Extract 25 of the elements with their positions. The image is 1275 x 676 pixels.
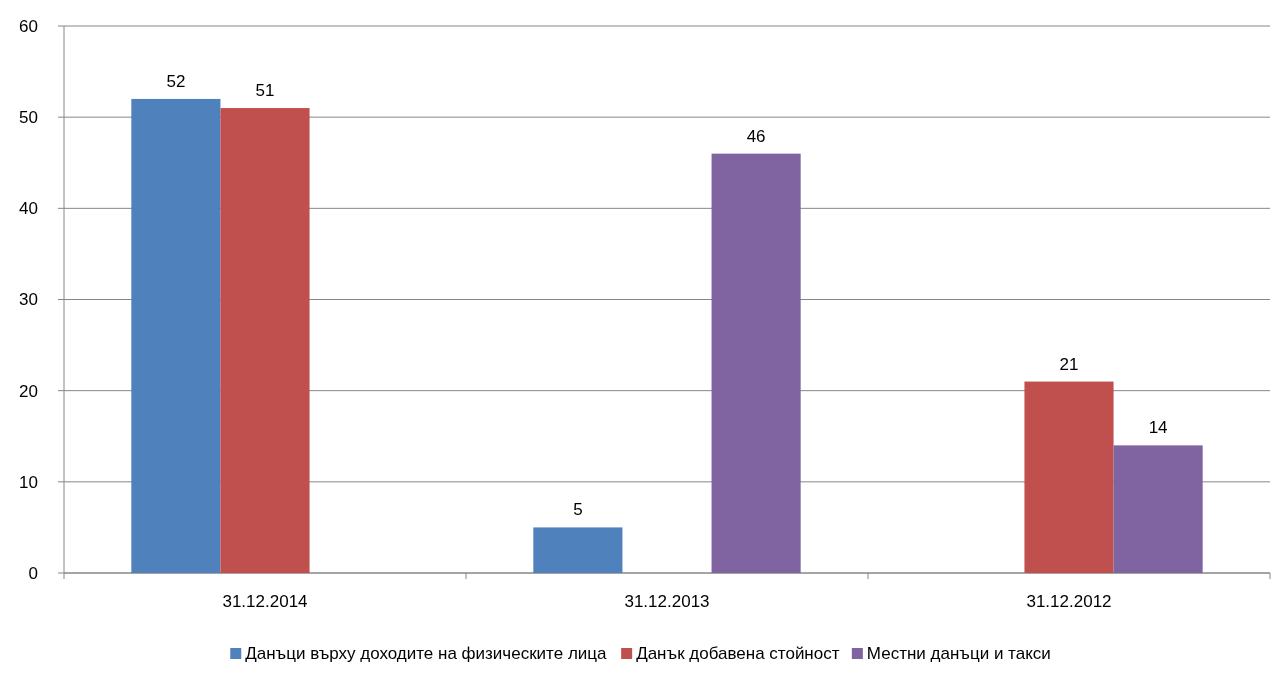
bar: [131, 98, 221, 573]
bar: [533, 527, 623, 573]
data-label: 52: [166, 71, 186, 91]
y-tick-label: 20: [19, 381, 38, 401]
y-tick-label: 40: [19, 199, 38, 219]
y-tick-label: 60: [19, 16, 38, 36]
legend-label: Местни данъци и такси: [866, 644, 1051, 663]
data-label: 21: [1059, 354, 1079, 374]
y-tick-label: 0: [28, 563, 38, 583]
x-tick-label: 31.12.2012: [1026, 592, 1112, 611]
data-label: 46: [746, 126, 766, 146]
data-label: 14: [1148, 418, 1168, 438]
bar: [220, 108, 310, 573]
data-label: 5: [573, 500, 583, 520]
x-tick-label: 31.12.2013: [624, 592, 710, 611]
legend-label: Данък добавена стойност: [636, 644, 840, 663]
bar: [1024, 381, 1114, 573]
bar: [1113, 445, 1203, 573]
y-tick-label: 50: [19, 108, 38, 128]
legend-label: Данъци върху доходите на физическите лица: [245, 644, 608, 663]
y-tick-label: 30: [19, 290, 38, 310]
bar: [711, 153, 801, 573]
data-label: 51: [255, 81, 275, 101]
y-tick-label: 10: [19, 472, 38, 492]
x-tick-label: 31.12.2014: [222, 592, 308, 611]
